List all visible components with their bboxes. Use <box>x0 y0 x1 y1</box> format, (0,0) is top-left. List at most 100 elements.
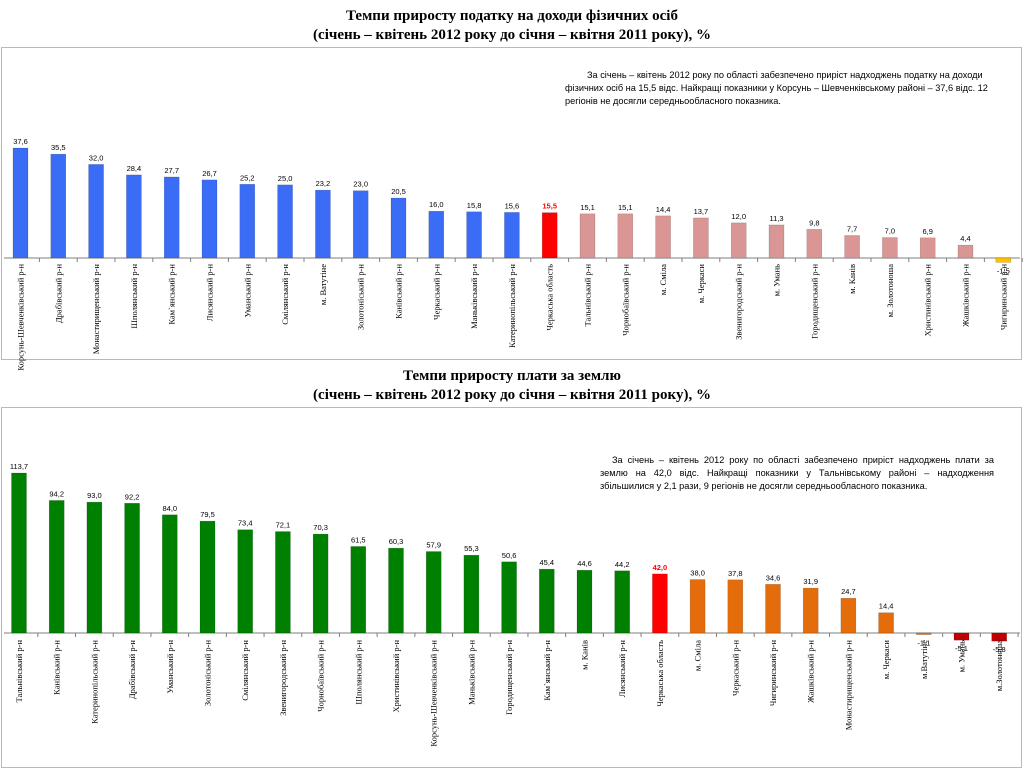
chart1-value-label: 16,0 <box>429 200 444 209</box>
chart1-value-label: 12,0 <box>731 212 746 221</box>
chart1-value-label: 20,5 <box>391 187 406 196</box>
chart2-value-label: 93,0 <box>87 491 102 500</box>
chart2-category-label: Катеринопільський р-н <box>89 640 99 724</box>
chart1-value-label: 15,5 <box>542 202 557 211</box>
chart1-value-label: 23,0 <box>353 180 368 189</box>
chart2-category-label: м.Золотоноша <box>994 640 1004 691</box>
chart2-title-line1: Темпи приросту плати за землю <box>403 368 621 384</box>
chart2-value-label: 45,4 <box>539 558 554 567</box>
chart2-value-label: 55,3 <box>464 544 479 553</box>
chart2-bar <box>350 546 367 634</box>
chart1-value-label: 23,2 <box>316 179 331 188</box>
chart1-value-label: 37,6 <box>13 137 28 146</box>
chart1-bar <box>50 153 67 259</box>
chart1-value-label: 4,4 <box>960 234 970 243</box>
chart2-value-label: 113,7 <box>10 462 28 471</box>
chart1-value-label: 7,0 <box>885 227 895 236</box>
chart2-category-label: Шполянський р-н <box>353 640 363 705</box>
chart2-value-label: 50,6 <box>502 551 517 560</box>
chart1-bar <box>957 244 974 259</box>
chart2-bar <box>916 632 932 635</box>
chart1-bar <box>617 213 634 259</box>
chart2-category-label: Смілянський р-н <box>240 640 250 701</box>
chart2-value-label: 44,2 <box>615 560 630 569</box>
chart1-category-label: Звенигородський р-н <box>734 264 744 340</box>
chart1-category-label: Монастирищенський р-н <box>91 264 101 355</box>
chart1-category-label: м. Ватутіне <box>318 264 328 305</box>
chart2-category-label: Тальнівський р-н <box>14 640 24 703</box>
chart2-bar <box>689 579 706 634</box>
chart2-value-label: 44,6 <box>577 559 592 568</box>
chart2-category-label: Черкаська область <box>655 640 665 707</box>
chart1-category-label: м. Сміла <box>658 264 668 295</box>
chart2-value-label: 31,9 <box>803 577 818 586</box>
chart1-bar <box>466 211 482 259</box>
chart2-bar <box>991 632 1007 642</box>
chart2-bar <box>652 573 668 634</box>
chart2-value-label: 92,2 <box>125 492 140 501</box>
chart2-bar <box>953 632 970 641</box>
chart1-category-label: м. Золотоноша <box>885 264 895 318</box>
chart2-category-label: Жашківський р-н <box>806 640 816 703</box>
chart2-category-label: м.Ватутіне <box>919 640 929 679</box>
chart1-category-label: Драбівський р-н <box>53 264 63 324</box>
chart2-value-label: 70,3 <box>313 523 328 532</box>
chart1-category-label: Тальнівський р-н <box>583 264 593 327</box>
chart2-category-label: Чигиринський р-н <box>768 640 778 707</box>
chart2-category-label: Монастирищенський р-н <box>843 640 853 731</box>
chart2-category-label: Звенигородський р-н <box>278 640 288 716</box>
chart1-value-label: -1,5 <box>997 266 1010 275</box>
chart1-title-line1: Темпи приросту податку на доходи фізични… <box>346 8 678 24</box>
chart1-value-label: 26,7 <box>202 169 217 178</box>
chart2-bar <box>501 561 517 634</box>
chart1-bar <box>655 215 671 259</box>
chart1-bar <box>239 184 256 259</box>
chart2-bar <box>388 547 404 634</box>
chart2-bar <box>86 501 103 634</box>
chart2-bar <box>48 500 65 634</box>
chart1-value-label: 25,2 <box>240 173 255 182</box>
chart1-value-label: 7,7 <box>847 224 857 233</box>
chart1-category-label: Городищенський р-н <box>809 264 819 339</box>
chart1-category-label: м. Черкаси <box>696 264 706 304</box>
chart2-value-label: 42,0 <box>653 563 668 572</box>
chart1-note: За січень – квітень 2012 року по області… <box>565 70 988 106</box>
chart1-category-label: Уманський р-н <box>242 264 252 318</box>
chart2-value-label: -5,8 <box>993 645 1006 654</box>
chart2-bar <box>539 568 555 634</box>
chart1-category-label: Черкаський р-н <box>431 264 441 320</box>
chart1-value-label: 13,7 <box>694 207 709 216</box>
chart2-category-label: Уманський р-н <box>165 640 175 694</box>
chart2-category-label: Канівський р-н <box>52 640 62 695</box>
chart2-bar <box>425 551 442 634</box>
chart2-category-label: Корсунь-Шевченківський р-н <box>429 640 439 747</box>
chart2-category-label: Золотоніський р-н <box>203 640 213 707</box>
chart1-bar <box>882 237 898 259</box>
chart1-plot: 37,6 Корсунь-Шевченківський р-н 35,5 Драбів… <box>4 137 1023 371</box>
chart2-value-label: 72,1 <box>276 521 291 530</box>
chart2-value-label: 37,8 <box>728 569 743 578</box>
chart2-bar <box>727 579 744 634</box>
chart2-category-label: Кам`янський р-н <box>542 640 552 701</box>
chart2-category-label: м. Канів <box>580 640 590 670</box>
chart1-value-label: 32,0 <box>89 153 104 162</box>
chart2-value-label: -5,1 <box>955 644 968 653</box>
chart2-value-label: 79,5 <box>200 510 215 519</box>
chart1-value-label: 11,3 <box>769 214 783 223</box>
chart1-bar <box>88 164 104 259</box>
chart2-category-label: м. Сміла <box>693 640 703 671</box>
chart2-bar <box>463 554 480 634</box>
chart1-value-label: 6,9 <box>922 227 932 236</box>
chart1-bar <box>730 222 747 259</box>
chart2-category-label: Чорнобаївський р-н <box>316 640 326 712</box>
chart1-bar <box>315 189 331 259</box>
chart1-category-label: м. Канів <box>847 264 857 294</box>
chart1-value-label: 14,4 <box>656 205 671 214</box>
chart2-value-label: 61,5 <box>351 535 366 544</box>
chart1-bar <box>277 184 293 259</box>
chart1-bar <box>352 190 369 259</box>
chart1-category-label: Маньківський р-н <box>469 264 479 329</box>
chart2-bar <box>878 612 894 634</box>
chart2-category-label: Лисянський р-н <box>617 640 627 698</box>
chart1-value-label: 15,6 <box>505 201 520 210</box>
